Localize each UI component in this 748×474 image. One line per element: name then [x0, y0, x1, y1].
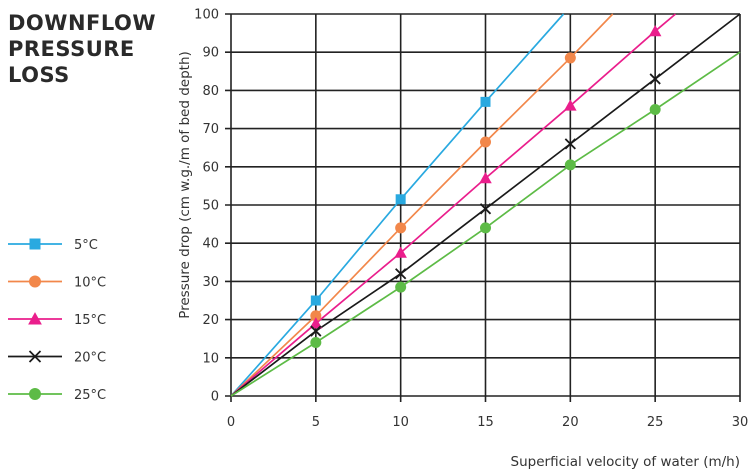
x-tick-label: 20: [562, 415, 579, 430]
data-point-series-0: [395, 194, 406, 205]
x-tick-label: 15: [477, 415, 494, 430]
chart-title-line-3: LOSS: [8, 63, 70, 87]
y-tick-label: 10: [202, 351, 219, 366]
y-tick-label: 60: [202, 160, 219, 175]
x-marker-stroke: [28, 350, 42, 363]
legend-label: 10°C: [74, 276, 106, 291]
data-point-series-4: [395, 281, 407, 293]
legend-marker: [29, 388, 41, 400]
data-point-series-3: [310, 325, 322, 337]
x-tick-label: 25: [647, 415, 664, 430]
data-point-series-3: [479, 203, 492, 215]
legend-item-4: 25°C: [8, 388, 106, 403]
x-tick-label: 10: [392, 415, 409, 430]
y-tick-label: 100: [194, 8, 219, 23]
x-marker-stroke: [395, 268, 407, 280]
data-point-series-2: [479, 172, 492, 184]
x-axis-label: Superficial velocity of water (m/h): [511, 454, 740, 470]
data-point-series-3: [564, 138, 576, 150]
legend-item-2: 15°C: [8, 312, 106, 328]
legend-item-3: 20°C: [8, 350, 106, 366]
data-point-series-2: [309, 317, 323, 329]
data-point-series-0: [480, 96, 491, 107]
x-marker-stroke: [649, 73, 661, 85]
chart-title: DOWNFLOW PRESSURE LOSS: [8, 10, 168, 88]
x-tick-label: 5: [312, 415, 320, 430]
y-tick-label: 50: [202, 199, 219, 214]
y-tick-label: 90: [202, 46, 219, 61]
y-tick-label: 40: [202, 237, 219, 252]
data-point-series-1: [310, 310, 322, 322]
legend-label: 15°C: [74, 313, 106, 328]
data-point-series-3: [649, 73, 661, 85]
series-markers: [309, 24, 662, 349]
tick-labels: 0 5 10 15 20 25 30 0 10 20 30 40 50 60 70 80 90 100: [194, 8, 748, 431]
y-tick-label: 80: [202, 84, 219, 99]
data-point-series-1: [480, 136, 491, 148]
y-tick-label: 0: [211, 390, 219, 405]
legend-label: 25°C: [74, 388, 106, 403]
legend-marker: [29, 238, 41, 250]
x-marker-stroke: [479, 203, 492, 215]
data-point-series-2: [394, 246, 407, 258]
data-point-series-4: [564, 159, 576, 171]
data-point-series-1: [395, 222, 407, 234]
legend-label: 5°C: [74, 238, 98, 253]
x-tick-label: 30: [732, 415, 748, 430]
legend-marker: [29, 275, 41, 288]
data-point-series-2: [648, 24, 662, 37]
y-tick-label: 20: [202, 313, 219, 328]
data-point-series-4: [649, 104, 661, 115]
data-point-series-3: [395, 268, 407, 280]
legend: 5°C 10°C 15°C 20°C 25°C: [8, 238, 106, 403]
legend-marker: [28, 312, 42, 325]
y-tick-label: 70: [202, 122, 219, 137]
y-axis-label: Pressure drop (cm w.g./m of bed depth): [177, 51, 193, 319]
legend-item-0: 5°C: [8, 238, 98, 253]
series-line-1: [230, 13, 614, 397]
chart-title-line-1: DOWNFLOW: [8, 11, 157, 35]
data-point-series-4: [480, 222, 491, 234]
x-marker-stroke: [564, 138, 576, 150]
legend-marker: [28, 350, 42, 363]
x-tick-label: 0: [227, 415, 235, 430]
y-tick-label: 30: [202, 275, 219, 290]
data-point-series-1: [564, 52, 576, 64]
data-point-series-0: [310, 295, 321, 306]
x-marker-stroke: [310, 325, 322, 337]
chart-title-line-2: PRESSURE: [8, 37, 135, 61]
data-point-series-2: [564, 99, 577, 111]
legend-item-1: 10°C: [8, 275, 106, 291]
legend-label: 20°C: [74, 351, 106, 366]
data-point-series-4: [310, 337, 322, 349]
